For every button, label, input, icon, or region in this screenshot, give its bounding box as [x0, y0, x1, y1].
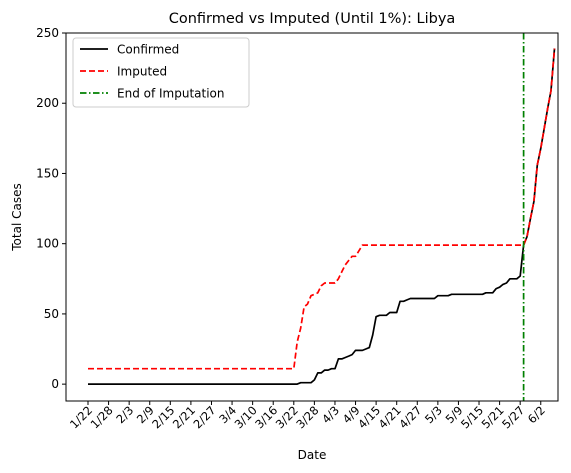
- legend-label-imputed: Imputed: [117, 65, 167, 79]
- series-imputed: [88, 48, 556, 370]
- plot-area: [88, 33, 556, 401]
- y-tick-label-50: 50: [44, 307, 59, 321]
- y-tick-label-150: 150: [36, 166, 59, 180]
- y-tick-label-250: 250: [36, 26, 59, 40]
- y-tick-label-100: 100: [36, 237, 59, 251]
- y-axis-label: Total Cases: [10, 183, 24, 251]
- legend-label-end-of-imputation: End of Imputation: [117, 87, 225, 101]
- legend-box: [72, 37, 250, 108]
- x-tick-label-5-27: 5/27: [499, 403, 527, 431]
- x-tick-label-4-3: 4/3: [319, 403, 342, 426]
- axes-frame: [65, 32, 559, 402]
- x-tick-label-6-2: 6/2: [525, 403, 548, 426]
- y-axis: 0 50 100 150 200 250: [36, 26, 66, 391]
- x-tick-label-1-28: 1/28: [88, 403, 116, 431]
- chart-title: Confirmed vs Imputed (Until 1%): Libya: [169, 11, 456, 27]
- series-confirmed: [88, 48, 556, 385]
- legend: Confirmed Imputed End of Imputation: [72, 37, 250, 108]
- x-tick-label-4-27: 4/27: [396, 403, 424, 431]
- x-tick-label-5-3: 5/3: [422, 403, 445, 426]
- legend-label-confirmed: Confirmed: [117, 43, 179, 57]
- x-axis-label: Date: [298, 448, 327, 462]
- x-tick-label-2-3: 2/3: [113, 403, 136, 426]
- y-tick-label-0: 0: [51, 377, 59, 391]
- x-tick-label-3-28: 3/28: [293, 403, 321, 431]
- y-tick-label-200: 200: [36, 96, 59, 110]
- x-axis: 1/221/282/32/92/152/212/273/43/103/163/2…: [67, 401, 548, 431]
- x-tick-label-2-27: 2/27: [190, 403, 218, 431]
